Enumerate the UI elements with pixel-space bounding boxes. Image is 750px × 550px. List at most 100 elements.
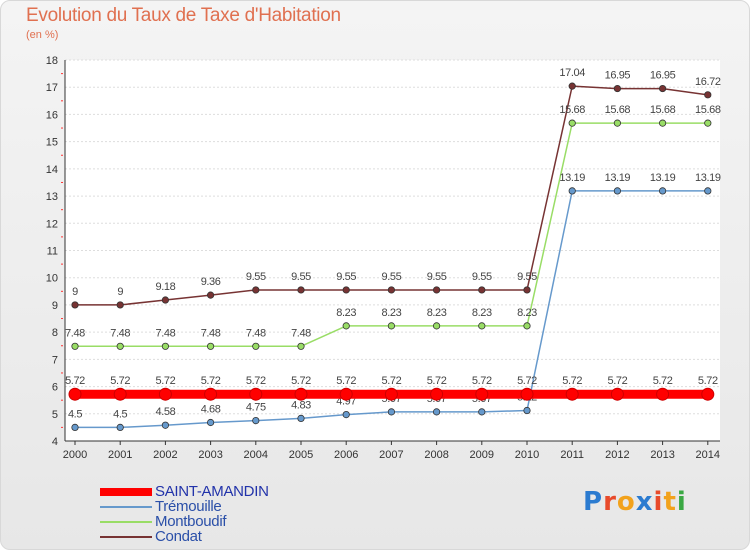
data-label: 9.55: [427, 271, 447, 283]
y-tick-label: 16: [46, 109, 58, 121]
data-point: [387, 322, 395, 330]
data-point: [297, 286, 305, 294]
data-point: [387, 408, 395, 416]
data-point: [207, 291, 215, 299]
data-label: 5.72: [291, 375, 311, 387]
data-point: [610, 387, 624, 401]
data-label: 5.72: [110, 375, 130, 387]
x-tick-label: 2013: [650, 449, 674, 461]
data-point: [430, 387, 444, 401]
data-point: [520, 387, 534, 401]
data-point: [384, 387, 398, 401]
data-point: [478, 408, 486, 416]
data-label: 9: [72, 286, 78, 298]
data-point: [704, 187, 712, 195]
data-point: [523, 322, 531, 330]
data-point: [71, 301, 79, 309]
y-tick-label: 13: [46, 191, 58, 203]
x-tick-label: 2001: [108, 449, 132, 461]
data-point: [207, 418, 215, 427]
legend-swatch: [100, 488, 152, 496]
y-tick-label: 15: [46, 137, 58, 149]
data-point: [113, 387, 127, 401]
data-point: [204, 387, 218, 401]
data-label: 5.72: [201, 375, 221, 387]
data-point: [613, 119, 622, 127]
data-point: [568, 187, 576, 195]
data-label: 9.55: [291, 271, 311, 283]
data-point: [432, 322, 441, 330]
data-point: [704, 119, 712, 127]
data-point: [116, 301, 124, 309]
data-point: [71, 342, 79, 350]
x-tick-label: 2009: [470, 449, 494, 461]
data-label: 7.48: [291, 327, 311, 339]
data-point: [342, 322, 350, 330]
data-label: 8.23: [336, 307, 356, 319]
x-tick-label: 2014: [696, 449, 720, 461]
data-label: 9.55: [517, 271, 537, 283]
y-axis-unit-label: (en %): [26, 29, 59, 41]
y-tick-label: 8: [52, 327, 58, 339]
y-tick-label: 9: [52, 300, 58, 312]
data-point: [613, 187, 622, 195]
data-label: 9.55: [336, 271, 356, 283]
data-label: 5.72: [427, 375, 447, 387]
data-label: 5.72: [698, 375, 718, 387]
data-label: 8.23: [381, 307, 401, 319]
data-point: [161, 421, 169, 429]
data-point: [432, 408, 441, 416]
data-point: [207, 342, 215, 350]
data-label: 9.55: [381, 271, 401, 283]
data-point: [116, 342, 124, 350]
legend-swatch: [100, 536, 152, 538]
data-label: 7.48: [201, 327, 221, 339]
data-label: 7.48: [65, 327, 85, 339]
chart-title: Evolution du Taux de Taxe d'Habitation: [26, 5, 341, 26]
y-tick-label: 17: [46, 82, 58, 94]
x-tick-label: 2007: [379, 449, 403, 461]
data-label: 13.19: [559, 172, 585, 184]
data-point: [523, 286, 531, 294]
data-label: 5.72: [653, 375, 673, 387]
y-tick-label: 4: [52, 436, 58, 448]
data-label: 16.95: [605, 70, 631, 82]
data-label: 5.72: [381, 375, 401, 387]
data-point: [658, 187, 667, 195]
data-point: [252, 416, 260, 425]
legend-swatch: [100, 521, 152, 523]
data-point: [161, 342, 169, 350]
data-label: 9.55: [472, 271, 492, 283]
data-point: [387, 286, 395, 294]
data-label: 5.72: [607, 375, 627, 387]
data-point: [568, 119, 576, 127]
x-tick-label: 2012: [605, 449, 629, 461]
data-label: 5.72: [65, 375, 85, 387]
data-label: 7.48: [246, 327, 266, 339]
data-point: [249, 387, 263, 401]
data-label: 7.48: [155, 327, 175, 339]
data-point: [116, 423, 124, 431]
data-point: [161, 296, 169, 304]
data-label: 8.23: [517, 307, 537, 319]
data-point: [342, 411, 350, 419]
x-tick-label: 2006: [334, 449, 358, 461]
x-tick-label: 2005: [289, 449, 313, 461]
data-label: 15.68: [559, 104, 585, 116]
x-tick-label: 2008: [424, 449, 448, 461]
data-label: 4.5: [68, 408, 82, 420]
data-label: 4.5: [113, 408, 127, 420]
data-label: 9.55: [246, 271, 266, 283]
data-point: [478, 286, 486, 294]
x-tick-label: 2002: [153, 449, 177, 461]
data-point: [252, 342, 260, 350]
data-point: [656, 387, 670, 401]
data-point: [565, 387, 579, 401]
x-tick-label: 2003: [198, 449, 222, 461]
data-label: 4.83: [291, 399, 311, 411]
data-label: 5.72: [472, 375, 492, 387]
data-label: 5.72: [562, 375, 582, 387]
data-label: 15.68: [605, 104, 631, 116]
data-label: 13.19: [695, 172, 721, 184]
